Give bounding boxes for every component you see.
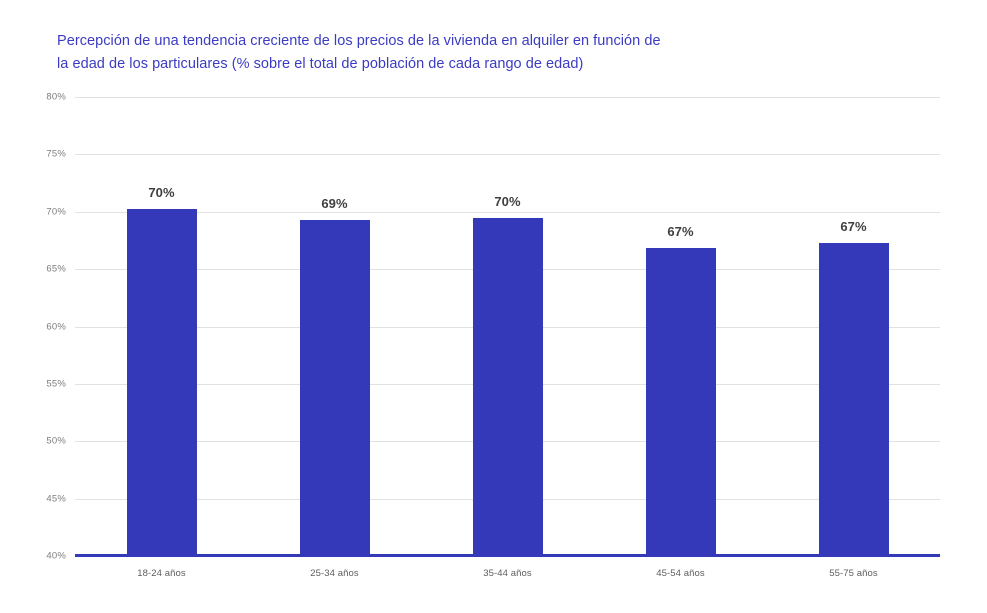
bar-group[interactable]: 69% 25-34 años xyxy=(299,97,370,579)
chart-title-line-1: Percepción de una tendencia creciente de… xyxy=(57,33,661,49)
y-axis-tick-label: 60% xyxy=(46,321,66,332)
chart-title: Percepción de una tendencia creciente de… xyxy=(57,30,817,76)
y-axis-tick-label: 50% xyxy=(46,435,66,447)
bar-group[interactable]: 70% 35-44 años xyxy=(472,97,543,579)
bar-value-label: 70% xyxy=(494,193,521,209)
y-axis-tick-label: 40% xyxy=(46,550,66,562)
bar-group[interactable]: 67% 45-54 años xyxy=(645,97,716,579)
y-axis-tick-label: 55% xyxy=(46,378,66,390)
bar-value-label: 67% xyxy=(840,218,867,234)
y-axis-tick-label: 65% xyxy=(46,263,66,275)
bar-value-label: 67% xyxy=(667,224,694,240)
gridline xyxy=(75,97,940,98)
x-axis-line xyxy=(75,554,940,557)
x-axis-tick-label: 35-44 años xyxy=(483,568,532,579)
bar[interactable] xyxy=(472,217,543,556)
y-axis-tick-label: 70% xyxy=(46,206,66,218)
x-axis-tick-label: 55-75 años xyxy=(829,568,878,579)
plot-area: 40% 45% 50% 55% 60% 65% 70% 75% 80% 70% 18-24 año… xyxy=(46,92,940,579)
x-axis-tick-label: 18-24 años xyxy=(137,568,186,579)
bar-group[interactable]: 70% 18-24 años xyxy=(126,97,197,579)
x-axis-tick-label: 45-54 años xyxy=(656,568,705,579)
y-axis-tick-label: 80% xyxy=(46,91,66,103)
bar[interactable] xyxy=(299,219,370,556)
bar-series: 70% 18-24 años 69% 25-34 años 70% 35-44 años 6… xyxy=(75,97,940,579)
gridline xyxy=(75,154,940,156)
chart-title-line-2: la edad de los particulares (% sobre el … xyxy=(57,56,584,72)
x-axis-tick-label: 25-34 años xyxy=(310,568,359,579)
y-axis-tick-label: 45% xyxy=(46,493,66,505)
y-axis-tick-label: 75% xyxy=(46,148,66,160)
bar-value-label: 69% xyxy=(321,195,348,211)
bar-value-label: 70% xyxy=(148,185,175,201)
bar[interactable] xyxy=(818,242,889,556)
gridline xyxy=(75,211,940,213)
bar[interactable] xyxy=(126,209,197,556)
bar[interactable] xyxy=(645,248,716,556)
bar-group[interactable]: 67% 55-75 años xyxy=(818,97,889,579)
